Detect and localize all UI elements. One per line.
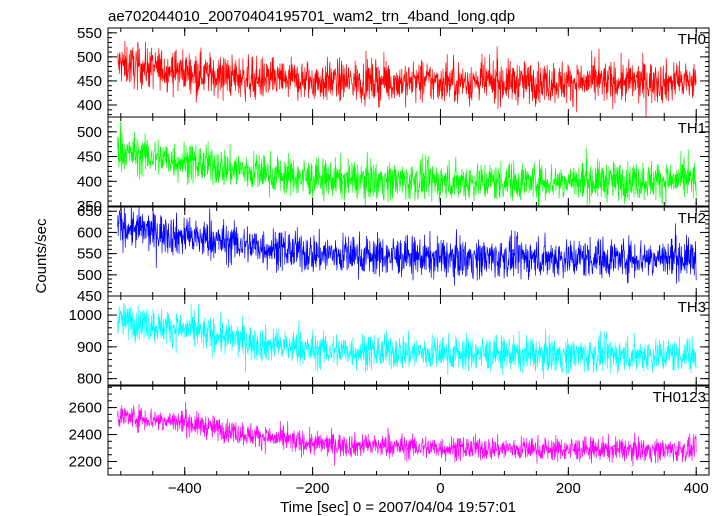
y-tick-label: 500	[77, 267, 102, 284]
y-tick-label: 400	[77, 173, 102, 190]
panel-th2: 450 500 550 600 650 TH2	[77, 203, 710, 305]
series-th0	[117, 40, 697, 117]
y-tick-label: 450	[77, 288, 102, 305]
y-tick-label: 450	[77, 73, 102, 90]
panel-label: TH0	[678, 31, 706, 48]
y-tick-label: 2600	[69, 400, 102, 417]
y-axis-label: Counts/sec	[33, 218, 50, 294]
y-tick-label: 2200	[69, 454, 102, 471]
x-tick-label: 400	[684, 480, 709, 497]
x-axis-label: Time [sec] 0 = 2007/04/04 19:57:01	[280, 499, 516, 516]
x-tick-label: −400	[168, 480, 202, 497]
y-tick-label: 400	[77, 97, 102, 114]
y-tick-label: 550	[77, 246, 102, 263]
series-th2	[117, 207, 697, 286]
y-tick-label: 500	[77, 49, 102, 66]
y-tick-label: 900	[77, 339, 102, 356]
panel-th0: 400 450 500 550 TH0	[77, 25, 710, 118]
x-tick-label: −200	[296, 480, 330, 497]
x-tick-label: 0	[436, 480, 444, 497]
chart-title: ae702044010_20070404195701_wam2_trn_4ban…	[108, 8, 515, 25]
x-tick-labels: −400 −200 0 200 400	[168, 480, 709, 497]
panel-label: TH3	[678, 299, 706, 316]
series-th3	[117, 302, 697, 379]
chart-panels: 400 450 500 550 TH0 350 400 450 500 TH1 450 500 550 6…	[69, 25, 710, 476]
y-tick-label: 2400	[69, 427, 102, 444]
panel-th1: 350 400 450 500 TH1	[77, 116, 710, 215]
y-tick-label: 500	[77, 124, 102, 141]
y-tick-label: 600	[77, 224, 102, 241]
panel-label: TH0123	[653, 389, 706, 406]
series-th1	[117, 121, 697, 206]
panel-th0123: 2200 2400 2600 TH0123	[69, 385, 710, 476]
y-tick-label: 550	[77, 25, 102, 42]
y-tick-label: 350	[77, 198, 102, 215]
panel-label: TH2	[678, 210, 706, 227]
panel-label: TH1	[678, 120, 706, 137]
x-tick-label: 200	[556, 480, 581, 497]
y-tick-label: 800	[77, 371, 102, 388]
series-th0123	[117, 401, 697, 467]
y-tick-label: 450	[77, 149, 102, 166]
panel-frame	[107, 385, 710, 476]
y-tick-label: 1000	[69, 307, 102, 324]
panel-th3: 800 900 1000 TH3	[69, 295, 710, 388]
y-tick-label: 650	[77, 203, 102, 220]
